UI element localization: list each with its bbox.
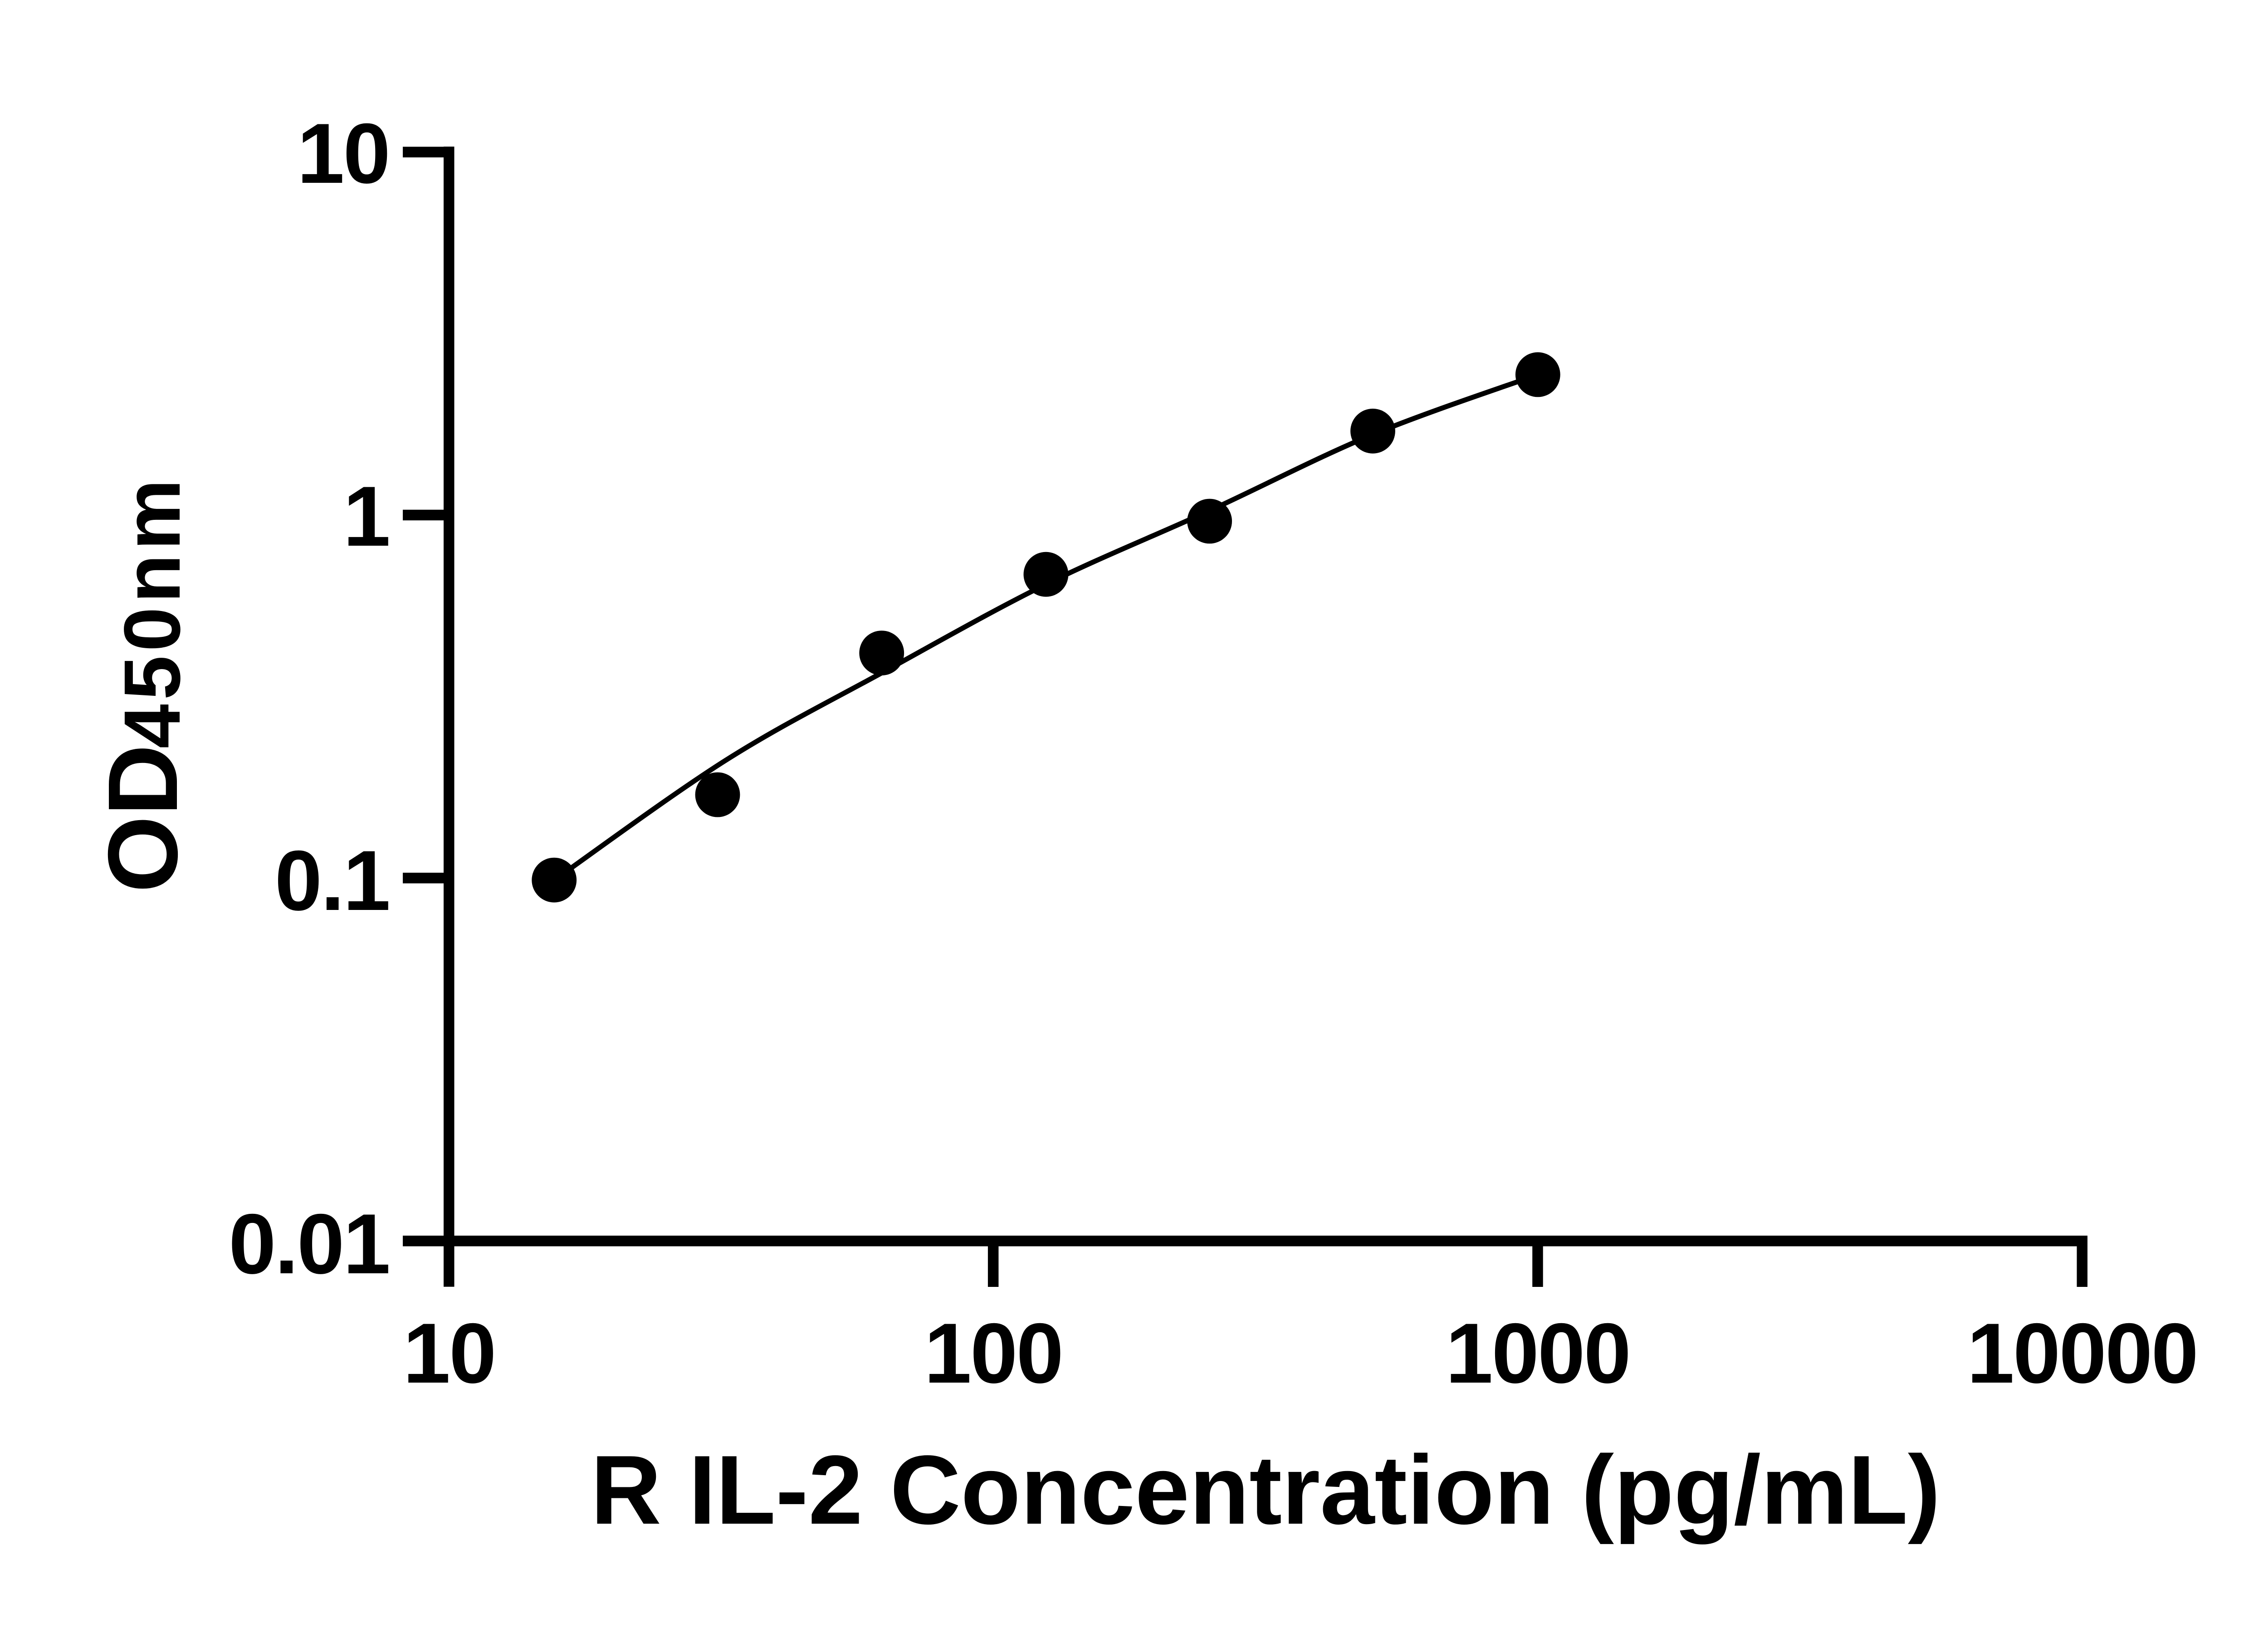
svg-text:10: 10 <box>297 106 389 201</box>
svg-text:450nm: 450nm <box>108 475 197 748</box>
svg-text:1: 1 <box>343 469 389 564</box>
svg-text:0.1: 0.1 <box>275 833 389 928</box>
svg-text:10000: 10000 <box>1967 1305 2197 1401</box>
svg-text:1000: 1000 <box>1446 1305 1630 1401</box>
svg-text:10: 10 <box>403 1305 495 1401</box>
svg-text:100: 100 <box>924 1305 1062 1401</box>
svg-text:OD: OD <box>88 744 198 893</box>
svg-text:R IL-2 Concentration (pg/mL): R IL-2 Concentration (pg/mL) <box>591 1435 1941 1545</box>
svg-text:0.01: 0.01 <box>229 1196 389 1291</box>
